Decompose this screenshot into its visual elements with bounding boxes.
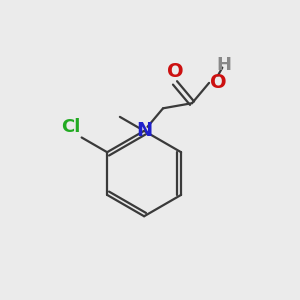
- Text: N: N: [136, 122, 152, 140]
- Text: Cl: Cl: [61, 118, 80, 136]
- Text: O: O: [210, 74, 226, 92]
- Text: H: H: [216, 56, 231, 74]
- Text: O: O: [167, 62, 183, 81]
